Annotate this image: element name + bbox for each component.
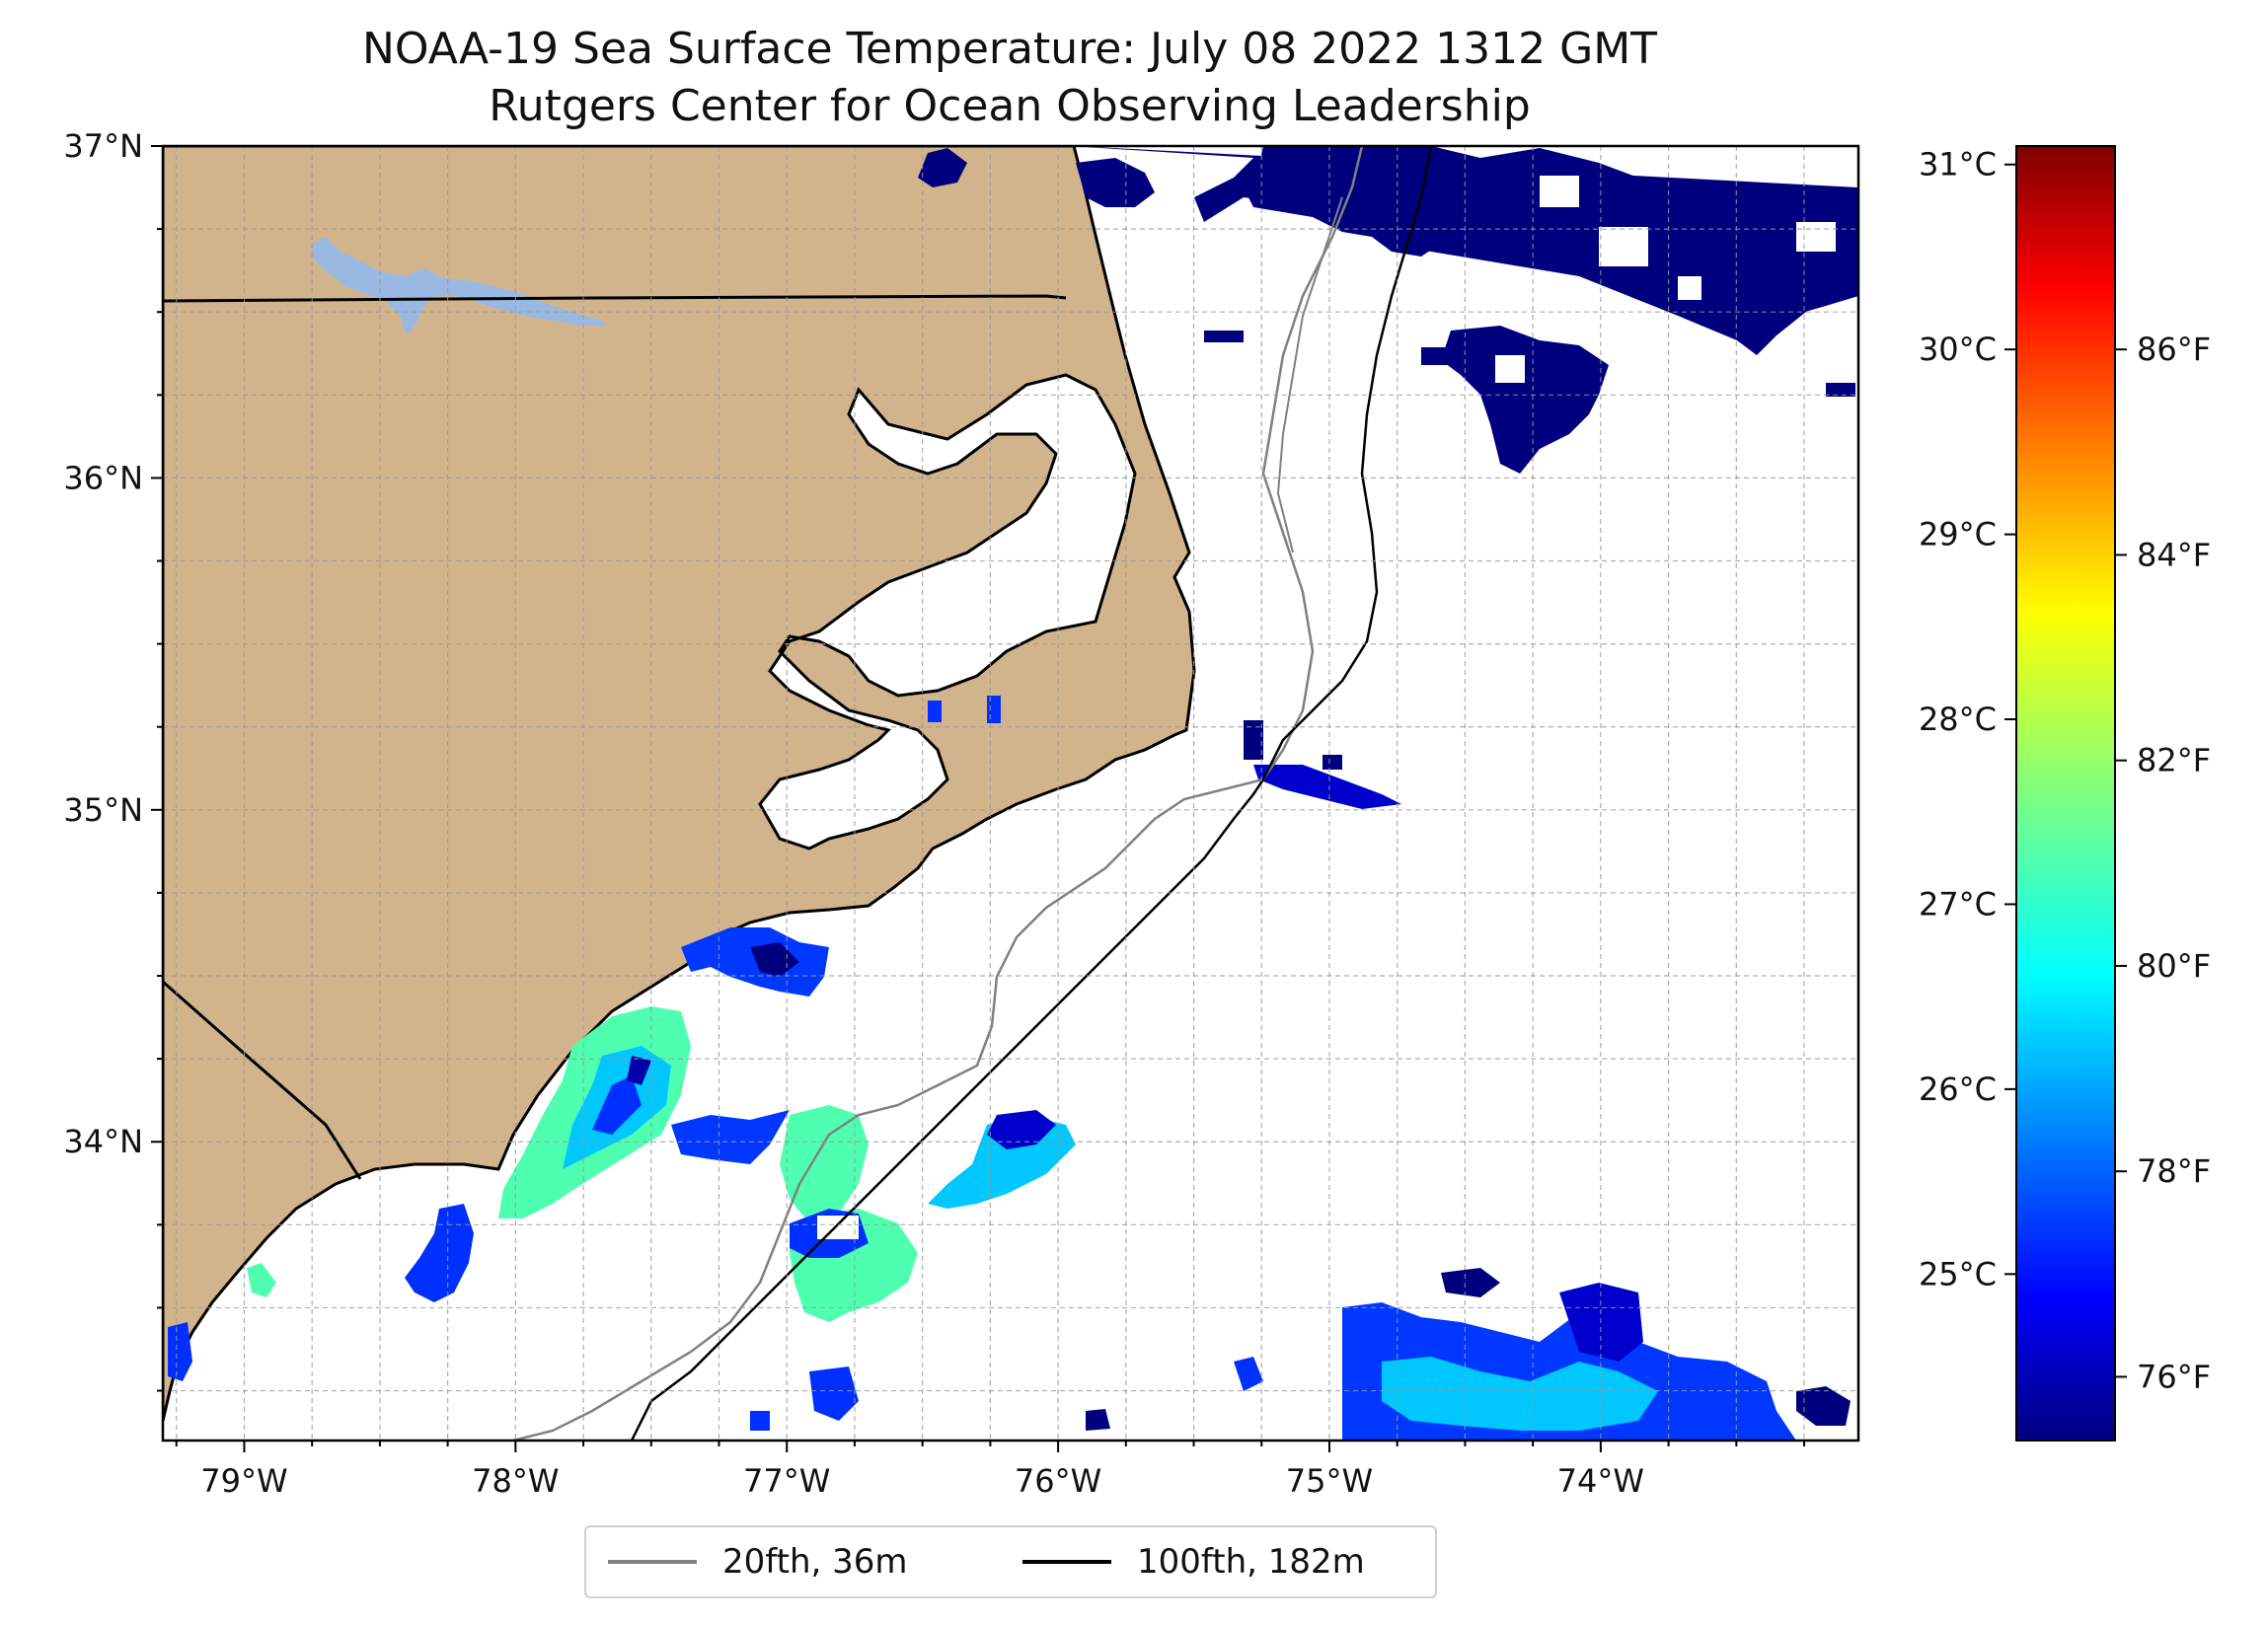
sst-data-patches <box>168 146 1858 1441</box>
lat-tick-label: 37°N <box>63 127 143 165</box>
lat-tick-label: 36°N <box>63 459 143 496</box>
colorbar <box>2016 146 2115 1441</box>
colorbar-celsius-label: 25°C <box>1919 1255 1997 1293</box>
colorbar-celsius-label: 29°C <box>1919 516 1997 554</box>
map-gridlines <box>163 145 1858 1441</box>
map-frame <box>161 144 1860 1442</box>
figure-title: NOAA-19 Sea Surface Temperature: July 08… <box>361 24 1658 74</box>
lon-tick-label: 77°W <box>743 1462 830 1500</box>
colorbar-fahrenheit-label: 80°F <box>2137 947 2211 985</box>
colorbar-fahrenheit-label: 86°F <box>2137 331 2211 368</box>
colorbar-celsius-axis: 25°C 26°C 27°C 28°C 29°C 30°C 31°C <box>1919 146 2016 1293</box>
legend-line-100fth <box>1022 1560 1111 1564</box>
isobath-100fth <box>630 146 1433 1441</box>
legend: 20fth, 36m 100fth, 182m <box>584 1525 1437 1598</box>
albemarle-sound <box>758 373 1137 850</box>
latitude-axis: 37°N 36°N 35°N 34°N <box>63 127 163 1392</box>
legend-entry-20fth: 20fth, 36m <box>608 1527 908 1596</box>
legend-label-20fth: 20fth, 36m <box>722 1542 908 1582</box>
kerr-lake <box>311 237 607 335</box>
lon-tick-label: 76°W <box>1015 1462 1101 1500</box>
isobath-20fth <box>512 146 1364 1441</box>
legend-line-20fth <box>608 1560 697 1564</box>
colorbar-fahrenheit-label: 84°F <box>2137 536 2211 573</box>
state-border-nc-sc <box>163 980 362 1180</box>
colorbar-celsius-label: 27°C <box>1919 885 1997 923</box>
isobath-20fth-inner <box>1276 196 1343 554</box>
colorbar-fahrenheit-label: 82°F <box>2137 742 2211 779</box>
colorbar-fahrenheit-label: 78°F <box>2137 1152 2211 1190</box>
colorbar-fahrenheit-label: 76°F <box>2137 1358 2211 1395</box>
colorbar-celsius-label: 31°C <box>1919 146 1997 184</box>
figure-subtitle: Rutgers Center for Ocean Observing Leade… <box>489 81 1531 131</box>
lon-tick-label: 78°W <box>472 1462 559 1500</box>
lat-tick-label: 34°N <box>63 1123 143 1160</box>
colorbar-fahrenheit-axis: 76°F 78°F 80°F 82°F 84°F 86°F <box>2115 331 2211 1395</box>
longitude-axis: 79°W 78°W 77°W 76°W 75°W 74°W <box>175 1441 1806 1500</box>
colorbar-celsius-label: 26°C <box>1919 1071 1997 1108</box>
lon-tick-label: 79°W <box>200 1462 287 1500</box>
lon-tick-label: 75°W <box>1286 1462 1373 1500</box>
legend-label-100fth: 100fth, 182m <box>1137 1542 1365 1582</box>
colorbar-frame <box>2015 145 2116 1441</box>
state-border-va-nc <box>163 294 1067 303</box>
lat-tick-label: 35°N <box>63 791 143 829</box>
legend-entry-100fth: 100fth, 182m <box>1022 1527 1365 1596</box>
lon-tick-label: 74°W <box>1557 1462 1644 1500</box>
colorbar-celsius-label: 30°C <box>1919 331 1997 368</box>
colorbar-celsius-label: 28°C <box>1919 701 1997 738</box>
